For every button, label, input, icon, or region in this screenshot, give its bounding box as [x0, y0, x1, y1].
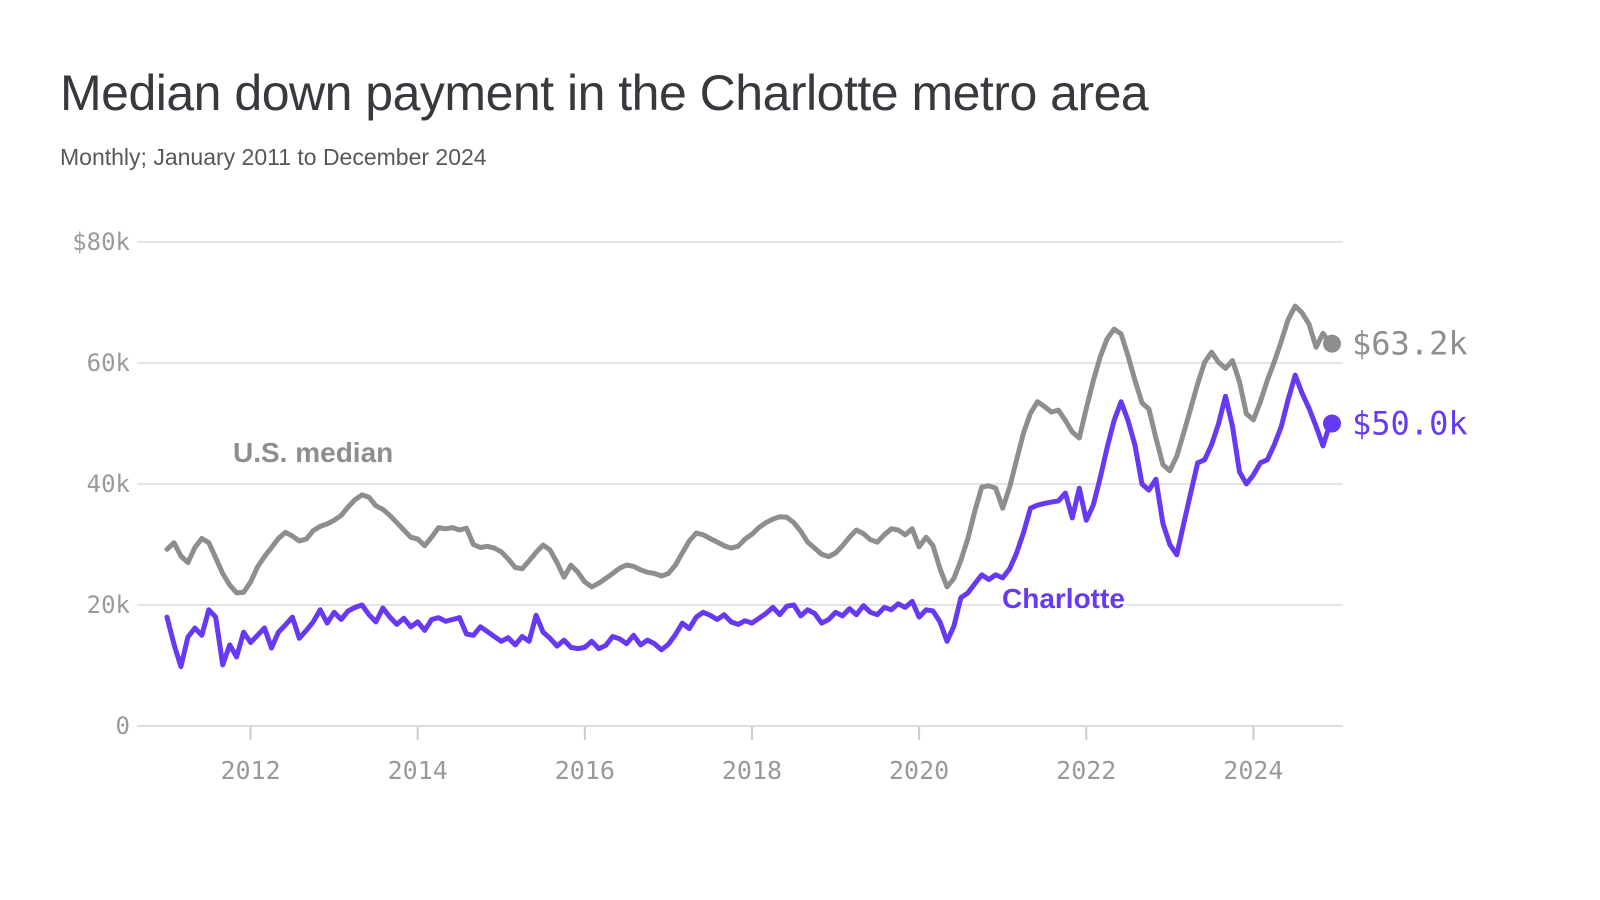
x-axis-label-2014: 2014: [388, 756, 448, 785]
charlotte-line: [164, 372, 1333, 670]
u-s-median-end-dot: [1323, 334, 1341, 353]
u-s-median-line: [164, 303, 1333, 596]
x-axis-label-2016: 2016: [555, 756, 615, 785]
series-label-u-s-median: U.S. median: [233, 437, 393, 468]
x-axis-label-2020: 2020: [889, 756, 949, 785]
charlotte-end-label: $50.0k: [1352, 405, 1468, 443]
y-axis-label-20k: 20k: [87, 591, 131, 619]
x-axis-label-2024: 2024: [1223, 756, 1283, 785]
y-axis-label-60k: 60k: [87, 349, 131, 377]
chart-subtitle: Monthly; January 2011 to December 2024: [60, 144, 487, 170]
x-axis-label-2018: 2018: [722, 756, 782, 785]
x-axis-label-2022: 2022: [1056, 756, 1116, 785]
series-label-charlotte: Charlotte: [1002, 583, 1125, 614]
charlotte-end-dot: [1323, 414, 1341, 433]
y-axis-label-40k: 40k: [87, 470, 131, 498]
y-axis-label-80k: $80k: [72, 228, 130, 256]
u-s-median-end-label: $63.2k: [1352, 325, 1468, 363]
chart-title: Median down payment in the Charlotte met…: [60, 65, 1149, 121]
y-axis-label-0: 0: [116, 712, 130, 740]
x-axis-label-2012: 2012: [220, 756, 280, 785]
